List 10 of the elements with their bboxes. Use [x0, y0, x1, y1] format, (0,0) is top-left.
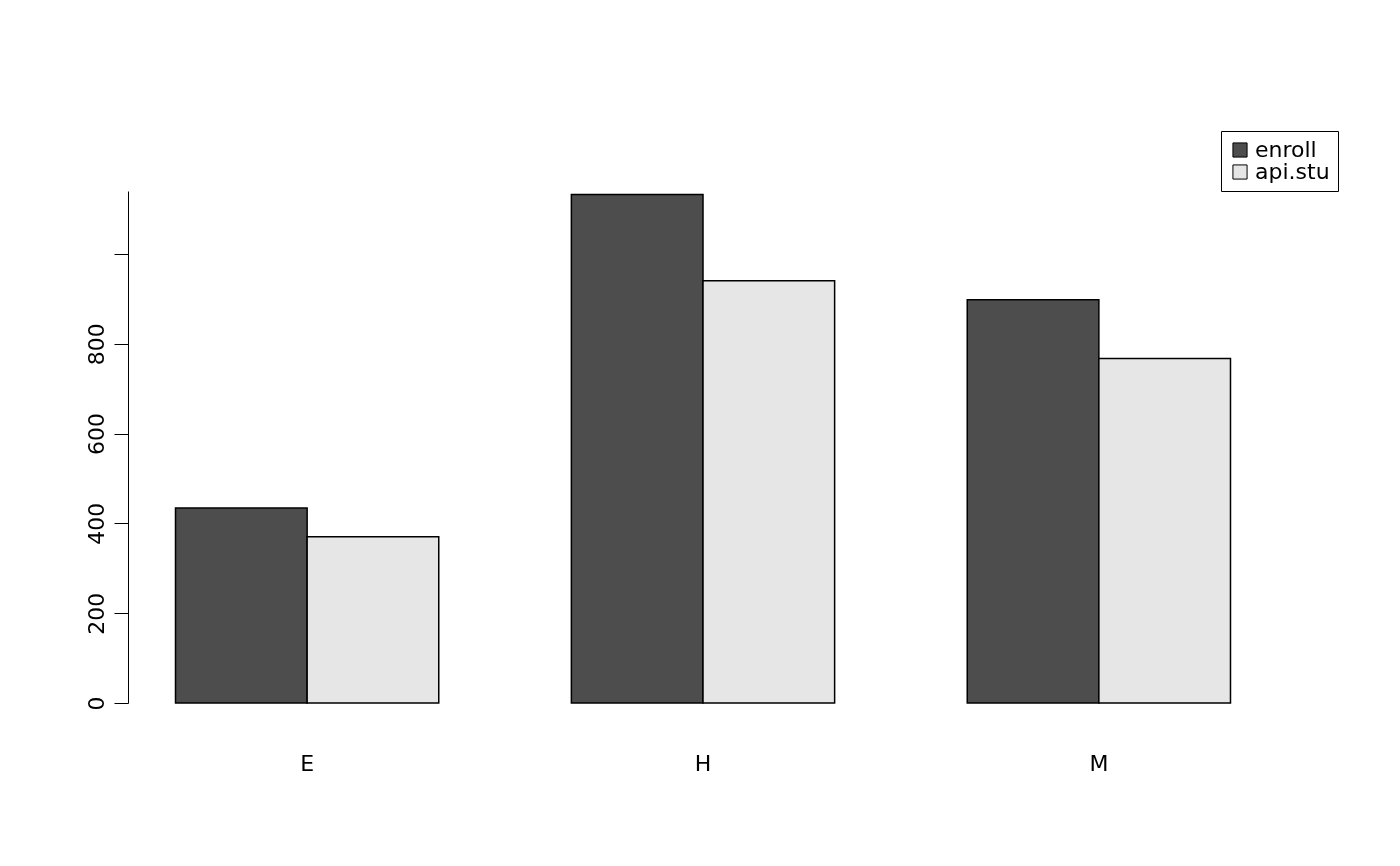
x-tick-label: M	[1089, 750, 1109, 776]
y-tick-label: 200	[83, 592, 109, 635]
legend-label: api.stu	[1255, 159, 1330, 184]
legend-label: enroll	[1255, 137, 1317, 162]
x-tick-label: E	[300, 750, 315, 776]
y-tick-label: 600	[83, 413, 109, 456]
y-tick-label: 400	[83, 502, 109, 545]
x-tick-label: H	[694, 750, 712, 776]
y-tick-label: 800	[83, 323, 109, 366]
y-tick-label: 0	[83, 696, 109, 711]
